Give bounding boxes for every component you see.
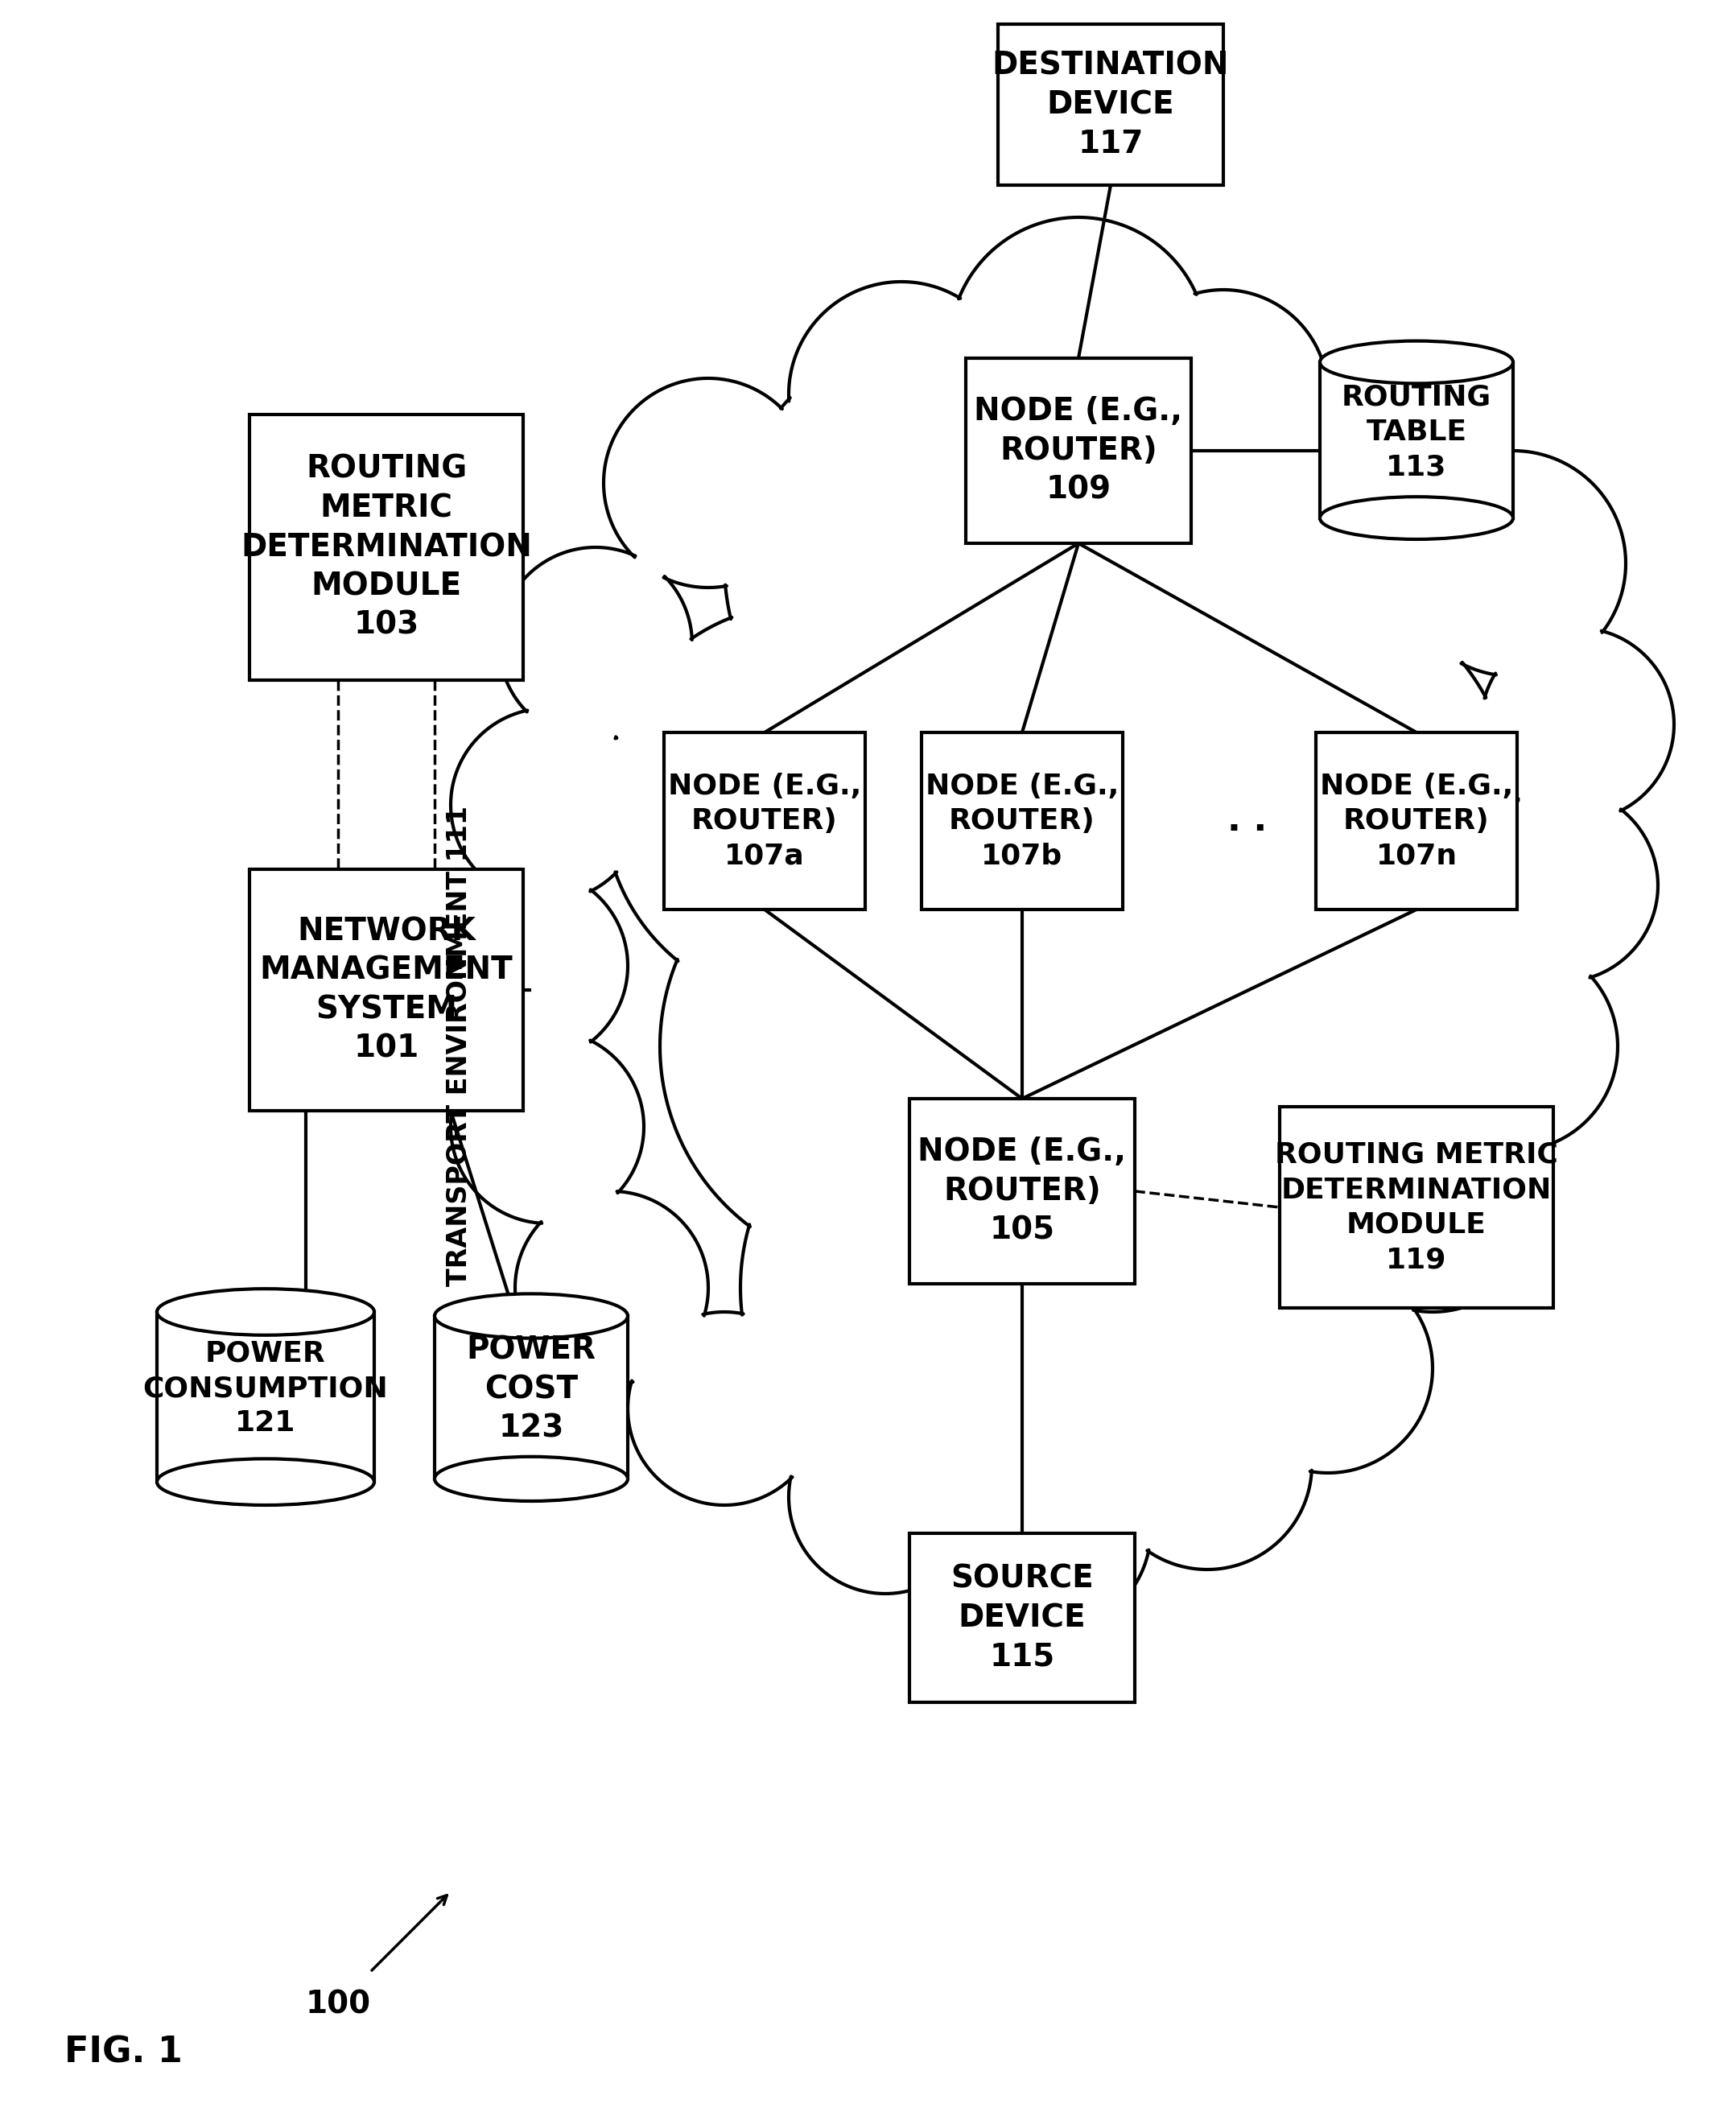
Bar: [998, 23, 1224, 186]
Circle shape: [788, 281, 1014, 507]
Circle shape: [434, 870, 628, 1062]
Circle shape: [1401, 450, 1625, 676]
Circle shape: [1102, 1360, 1312, 1569]
Circle shape: [498, 547, 693, 741]
Text: POWER
COST
123: POWER COST 123: [467, 1335, 595, 1445]
Circle shape: [1271, 355, 1496, 579]
Circle shape: [451, 1031, 644, 1223]
Ellipse shape: [434, 1295, 628, 1339]
Text: ROUTING METRIC
DETERMINATION
MODULE
119: ROUTING METRIC DETERMINATION MODULE 119: [1274, 1140, 1559, 1274]
Text: 100: 100: [306, 1990, 372, 2019]
Bar: [156, 1312, 375, 1483]
Circle shape: [1118, 289, 1328, 498]
Circle shape: [958, 1079, 1377, 1497]
Circle shape: [1481, 627, 1674, 822]
Circle shape: [806, 564, 1288, 1045]
Circle shape: [983, 338, 1432, 788]
Text: NETWORK
MANAGEMENT
SYSTEM
101: NETWORK MANAGEMENT SYSTEM 101: [260, 917, 512, 1064]
Text: ROUTING
METRIC
DETERMINATION
MODULE
103: ROUTING METRIC DETERMINATION MODULE 103: [241, 454, 531, 640]
Bar: [1279, 1107, 1554, 1307]
Circle shape: [1328, 1102, 1536, 1312]
Circle shape: [941, 1426, 1151, 1635]
Circle shape: [1408, 942, 1618, 1151]
Circle shape: [1224, 1263, 1432, 1472]
Circle shape: [516, 1191, 708, 1383]
Circle shape: [1465, 788, 1658, 982]
Bar: [250, 414, 523, 680]
Text: POWER
CONSUMPTION
121: POWER CONSUMPTION 121: [142, 1339, 389, 1436]
Circle shape: [788, 1400, 983, 1595]
Text: NODE (E.G.,
ROUTER)
105: NODE (E.G., ROUTER) 105: [918, 1136, 1127, 1246]
Bar: [922, 733, 1123, 910]
Bar: [663, 733, 865, 910]
Circle shape: [604, 378, 812, 587]
Circle shape: [950, 218, 1207, 475]
Circle shape: [1062, 579, 1514, 1031]
Text: NODE (E.G.,
ROUTER)
107a: NODE (E.G., ROUTER) 107a: [668, 773, 861, 870]
Text: TRANSPORT ENVIRONMENT 111: TRANSPORT ENVIRONMENT 111: [446, 807, 472, 1286]
Ellipse shape: [434, 1457, 628, 1502]
Bar: [1319, 361, 1514, 517]
Bar: [434, 1316, 628, 1478]
Ellipse shape: [1319, 496, 1514, 539]
Text: NODE (E.G.,
ROUTER)
109: NODE (E.G., ROUTER) 109: [974, 397, 1182, 505]
Ellipse shape: [156, 1459, 375, 1506]
Circle shape: [724, 321, 1207, 805]
Circle shape: [451, 708, 644, 902]
Circle shape: [604, 604, 1007, 1005]
Bar: [910, 1098, 1135, 1284]
Text: DESTINATION
DEVICE
117: DESTINATION DEVICE 117: [993, 51, 1229, 158]
Bar: [1316, 733, 1517, 910]
Text: ROUTING
TABLE
113: ROUTING TABLE 113: [1342, 384, 1491, 482]
Circle shape: [660, 822, 1111, 1271]
Text: NODE (E.G.,
ROUTER)
107n: NODE (E.G., ROUTER) 107n: [1319, 773, 1514, 870]
Bar: [910, 1533, 1135, 1702]
Text: SOURCE
DEVICE
115: SOURCE DEVICE 115: [951, 1563, 1094, 1673]
Circle shape: [1127, 845, 1529, 1248]
Ellipse shape: [156, 1288, 375, 1335]
Circle shape: [628, 1312, 821, 1506]
Text: NODE (E.G.,
ROUTER)
107b: NODE (E.G., ROUTER) 107b: [925, 773, 1118, 870]
Bar: [965, 359, 1191, 543]
Ellipse shape: [1319, 340, 1514, 384]
Bar: [250, 870, 523, 1111]
Circle shape: [885, 805, 1368, 1288]
Circle shape: [741, 1062, 1191, 1512]
Text: . .: . .: [1227, 805, 1267, 838]
Text: FIG. 1: FIG. 1: [64, 2036, 182, 2070]
